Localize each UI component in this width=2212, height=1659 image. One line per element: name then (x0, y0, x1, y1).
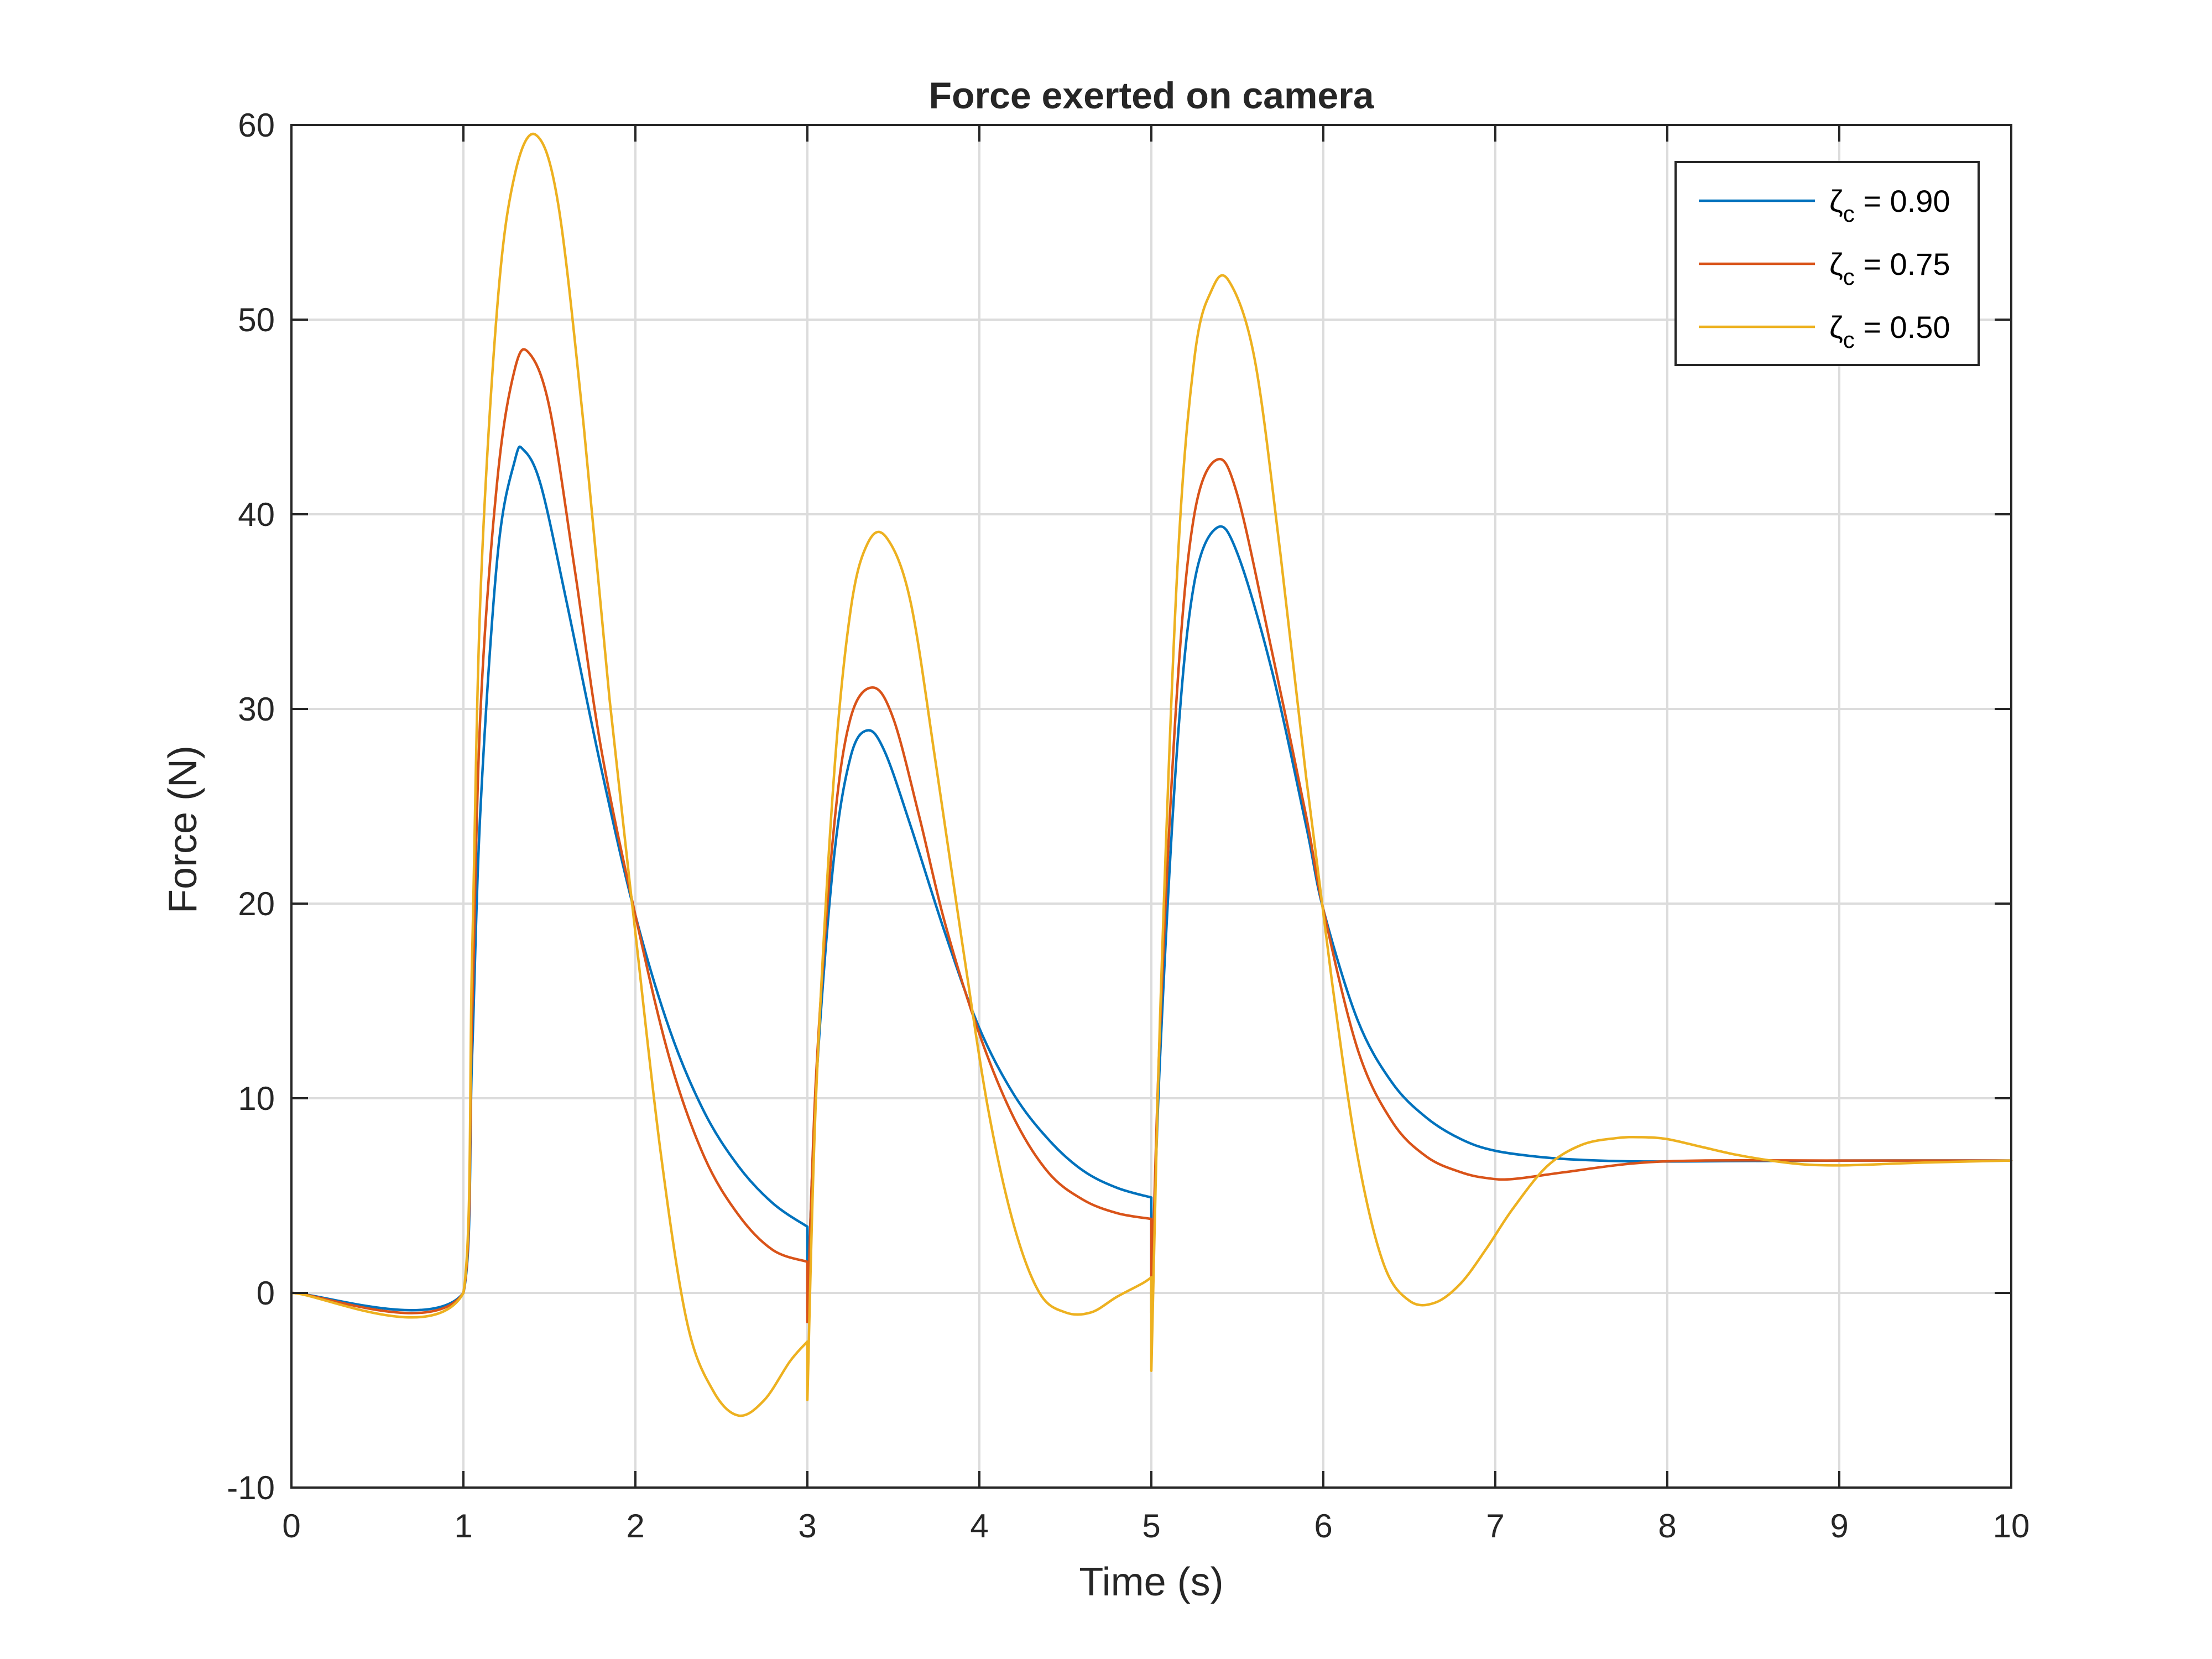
y-tick-label: 40 (238, 496, 275, 533)
legend-entry: ζc = 0.50 (1829, 310, 1950, 353)
y-axis-label: Force (N) (161, 745, 205, 914)
x-tick-label: 3 (798, 1507, 816, 1545)
y-tick-label: 50 (238, 301, 275, 338)
x-axis-label: Time (s) (1079, 1560, 1223, 1604)
x-tick-label: 5 (1142, 1507, 1160, 1545)
chart-title: Force exerted on camera (928, 75, 1374, 117)
x-tick-label: 8 (1658, 1507, 1676, 1545)
legend-entry: ζc = 0.90 (1829, 184, 1950, 227)
x-tick-label: 9 (1830, 1507, 1848, 1545)
x-tick-label: 1 (454, 1507, 472, 1545)
x-tick-label: 4 (970, 1507, 988, 1545)
x-tick-label: 6 (1314, 1507, 1332, 1545)
y-tick-label: 60 (238, 107, 275, 144)
series-line-3 (290, 132, 2013, 1417)
x-tick-label: 0 (282, 1507, 300, 1545)
legend: ζc = 0.90 ζc = 0.75 ζc = 0.50 (1674, 161, 1980, 366)
x-tick-label: 7 (1486, 1507, 1504, 1545)
plot-lines (290, 132, 2013, 1417)
series-line-1 (290, 445, 2013, 1314)
y-tick-label: 20 (238, 885, 275, 922)
y-tick-label: -10 (227, 1469, 275, 1506)
series-line-2 (290, 348, 2013, 1324)
y-tick-label: 0 (257, 1275, 275, 1312)
axis-ticks (290, 124, 2012, 1489)
legend-entry: ζc = 0.75 (1829, 247, 1950, 290)
x-tick-label: 2 (626, 1507, 644, 1545)
y-tick-label: 30 (238, 691, 275, 728)
x-tick-label: 10 (1993, 1507, 2030, 1545)
y-tick-label: 10 (238, 1080, 275, 1117)
